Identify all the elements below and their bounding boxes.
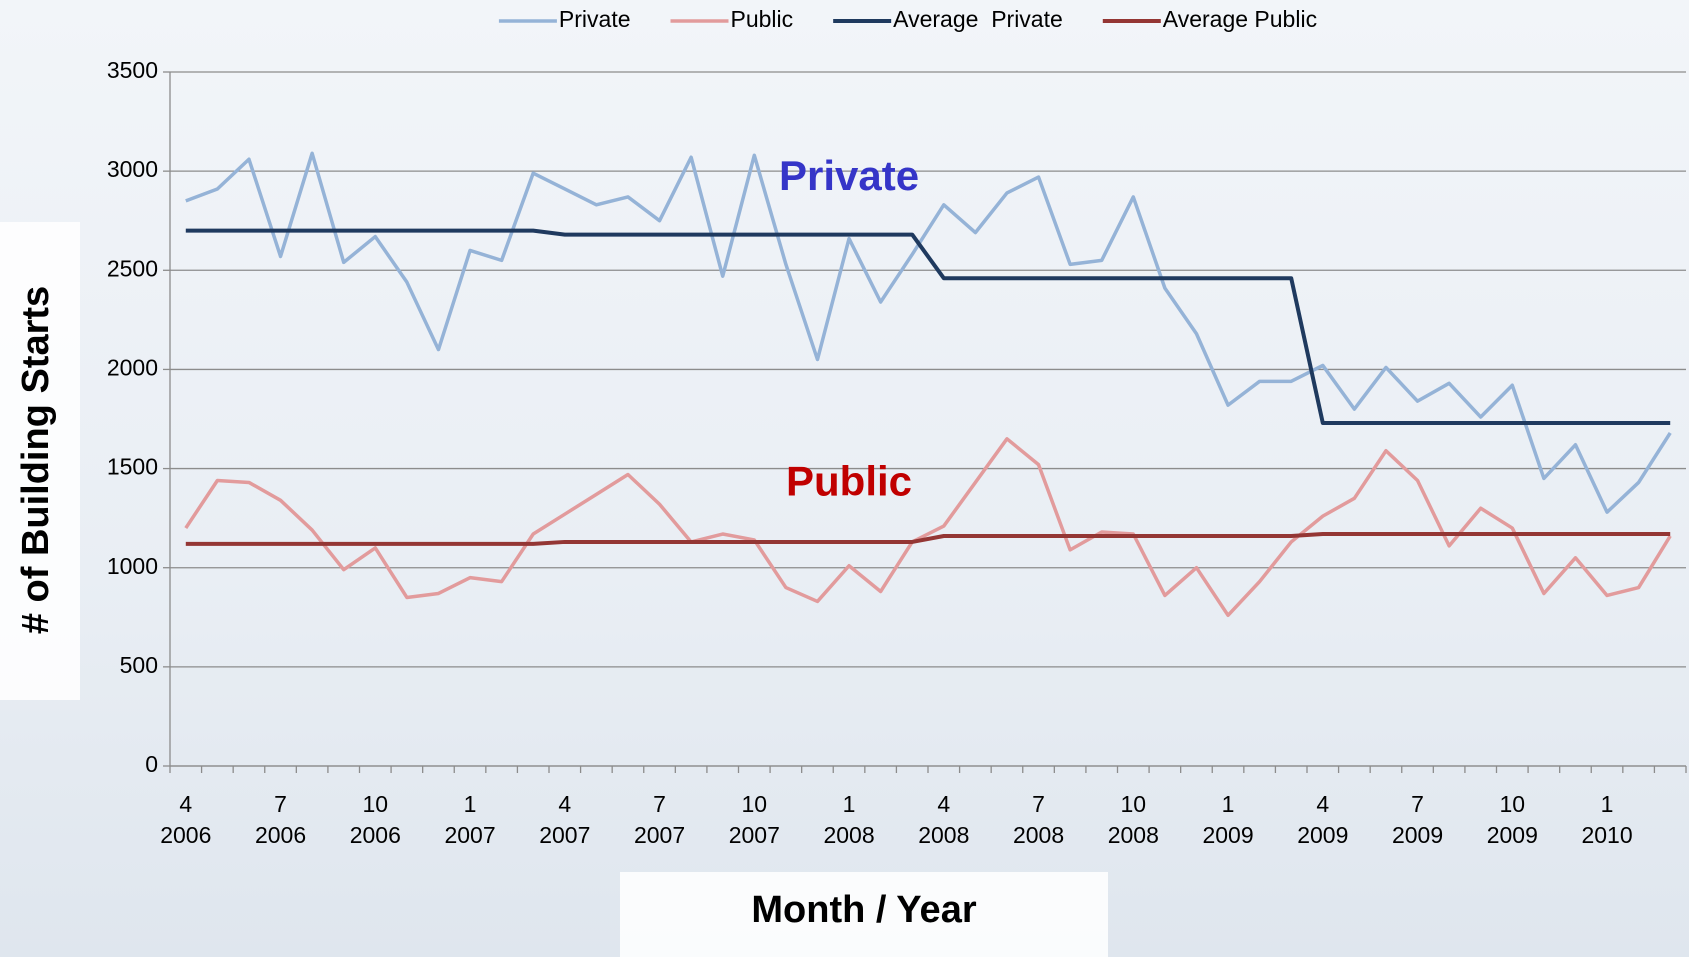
y-tick-label: 500 <box>120 652 158 678</box>
y-tick-label: 3500 <box>107 57 158 83</box>
x-tick-label: 4 2009 <box>1297 791 1348 848</box>
y-tick-label: 2500 <box>107 255 158 281</box>
x-tick-label: 10 2006 <box>350 791 401 848</box>
x-axis-title: Month / Year <box>751 889 976 931</box>
x-tick-label: 4 2006 <box>160 791 211 848</box>
y-tick-label: 0 <box>145 751 158 777</box>
annotation: Public <box>786 458 912 505</box>
x-tick-label: 1 2007 <box>444 791 495 848</box>
series-line <box>185 532 1671 546</box>
y-tick-label: 3000 <box>107 156 158 182</box>
legend-item: Private <box>498 6 631 32</box>
legend-label: Average Public <box>1163 6 1317 32</box>
x-title-box <box>620 872 1108 957</box>
x-tick-label: 1 2010 <box>1581 791 1632 848</box>
series-line <box>184 437 1672 618</box>
x-tick-label: 7 2008 <box>1013 791 1064 848</box>
legend-label: Average Private <box>893 6 1063 32</box>
x-tick-label: 4 2008 <box>918 791 969 848</box>
y-title-box <box>0 222 80 700</box>
legend-item: Public <box>670 6 794 32</box>
y-tick-label: 1500 <box>107 454 158 480</box>
legend: Private Public Average Private Average Publ… <box>498 6 1317 32</box>
x-tick-label: 7 2006 <box>255 791 306 848</box>
y-axis-title: # of Building Starts <box>15 286 57 634</box>
legend-item: Average Private <box>833 6 1063 32</box>
x-tick-label: 10 2009 <box>1487 791 1538 848</box>
y-tick-label: 1000 <box>107 553 158 579</box>
x-tick-label: 1 2009 <box>1202 791 1253 848</box>
x-tick-label: 1 2008 <box>823 791 874 848</box>
annotation: Private <box>779 152 919 199</box>
legend-label: Private <box>559 6 631 32</box>
y-tick-label: 2000 <box>107 355 158 381</box>
legend-item: Average Public <box>1102 6 1317 32</box>
x-tick-label: 10 2008 <box>1108 791 1159 848</box>
legend-label: Public <box>731 6 794 32</box>
series-line <box>185 228 1671 425</box>
series-line <box>185 151 1672 514</box>
x-tick-label: 10 2007 <box>729 791 780 848</box>
x-tick-label: 7 2009 <box>1392 791 1443 848</box>
x-tick-label: 4 2007 <box>539 791 590 848</box>
x-tick-label: 7 2007 <box>634 791 685 848</box>
